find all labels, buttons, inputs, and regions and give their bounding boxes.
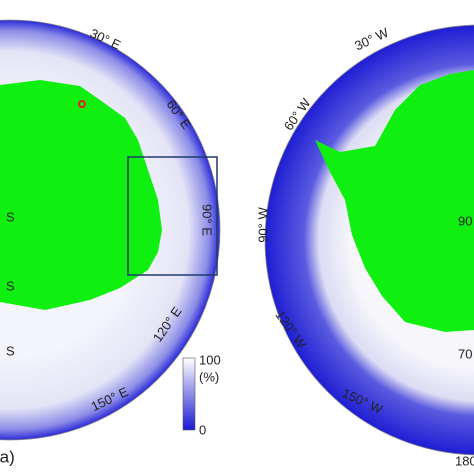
lat-label: S (6, 209, 15, 224)
colorbar-ramp (182, 357, 196, 431)
colorbar: 100 (%) 0 (182, 352, 221, 437)
colorbar-min: 0 (199, 422, 206, 437)
colorbar-max: 100 (199, 352, 221, 367)
continent (0, 80, 162, 310)
lat-label: S (6, 278, 15, 293)
site-marker (78, 100, 86, 108)
colorbar-unit: (%) (199, 369, 219, 384)
panel-b: 30° W 60° W 90° W 120° W 150° W 90 70 18… (255, 24, 474, 468)
panel-label: (a) (0, 447, 15, 466)
lon-label: 90° W (255, 207, 270, 243)
panel-a: 30° E 60° E 90° E 120° E 150° E S S S (a… (0, 19, 221, 466)
continent (315, 70, 474, 332)
region-box (127, 156, 218, 276)
lon-label: 90° E (200, 204, 215, 236)
lat-label: S (6, 343, 15, 358)
lat-label: 70 (458, 346, 472, 361)
lat-label: 180 (455, 453, 474, 468)
lat-label: 90 (458, 213, 472, 228)
